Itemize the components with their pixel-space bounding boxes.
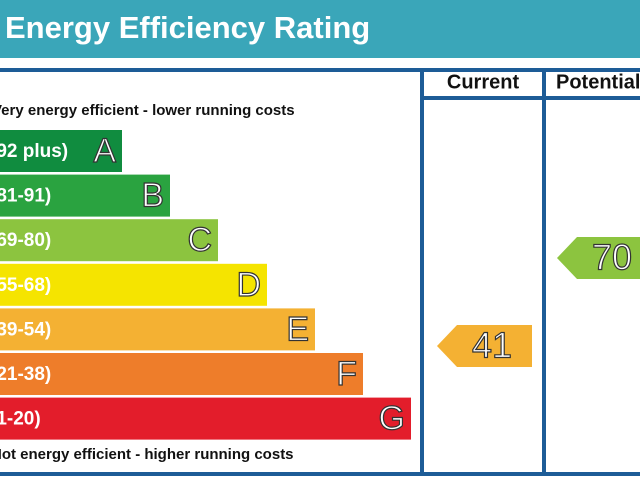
bottom-note: Not energy efficient - higher running co… xyxy=(0,446,294,463)
band-letter: C xyxy=(187,221,212,259)
band-letter: E xyxy=(286,310,309,348)
rating-band xyxy=(0,263,267,306)
rating-arrow xyxy=(557,237,640,279)
rating-band xyxy=(0,130,122,172)
band-range: (81-91) xyxy=(0,186,51,207)
rating-band xyxy=(0,174,170,217)
band-range: (69-80) xyxy=(0,230,51,251)
band-letter: D xyxy=(236,266,261,304)
rating-band xyxy=(0,308,315,351)
top-note: Very energy efficient - lower running co… xyxy=(0,102,295,119)
rating-band xyxy=(0,353,363,395)
rating-band xyxy=(0,219,218,262)
frame xyxy=(0,68,640,476)
column-header: Potential xyxy=(556,71,640,93)
title-bar xyxy=(0,0,640,58)
band-letter: G xyxy=(379,400,405,438)
rating-arrow xyxy=(437,325,532,367)
band-letter: F xyxy=(336,355,357,393)
band-range: (21-38) xyxy=(0,364,51,385)
rating-band xyxy=(0,397,411,440)
band-letter: B xyxy=(141,177,164,215)
column-header: Current xyxy=(447,71,520,93)
rating-value: 41 xyxy=(472,325,512,366)
title: Energy Efficiency Rating xyxy=(5,10,370,45)
band-range: (39-54) xyxy=(0,319,51,340)
rating-value: 70 xyxy=(592,237,632,278)
band-range: (92 plus) xyxy=(0,141,68,162)
band-letter: A xyxy=(93,132,116,170)
band-range: (1-20) xyxy=(0,409,41,430)
band-range: (55-68) xyxy=(0,275,51,296)
